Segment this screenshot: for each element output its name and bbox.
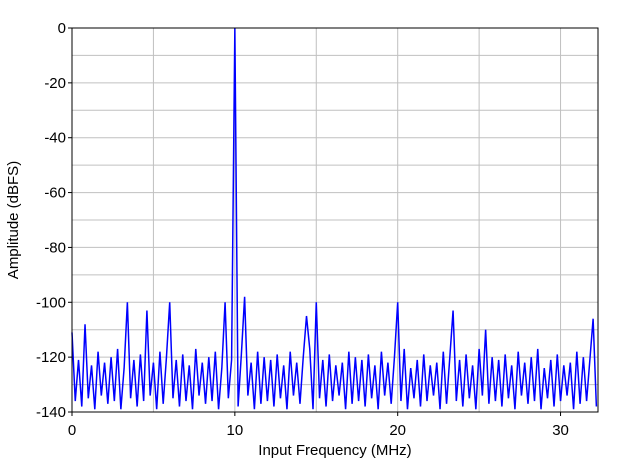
x-tick-label: 30	[552, 422, 569, 439]
x-tick-label: 0	[68, 422, 76, 439]
y-axis-label: Amplitude (dBFS)	[5, 161, 22, 279]
y-tick-label: -100	[36, 294, 66, 311]
x-tick-label: 20	[389, 422, 406, 439]
y-tick-label: -20	[44, 75, 66, 92]
spectrum-line	[71, 27, 598, 410]
y-tick-label: -40	[44, 130, 66, 147]
y-tick-label: 0	[58, 20, 66, 37]
x-axis-label: Input Frequency (MHz)	[258, 442, 411, 459]
x-tick-label: 10	[227, 422, 244, 439]
y-tick-label: -120	[36, 349, 66, 366]
y-tick-label: -80	[44, 239, 66, 256]
y-tick-label: -140	[36, 404, 66, 421]
y-tick-label: -60	[44, 185, 66, 202]
plot-frame	[71, 27, 599, 413]
